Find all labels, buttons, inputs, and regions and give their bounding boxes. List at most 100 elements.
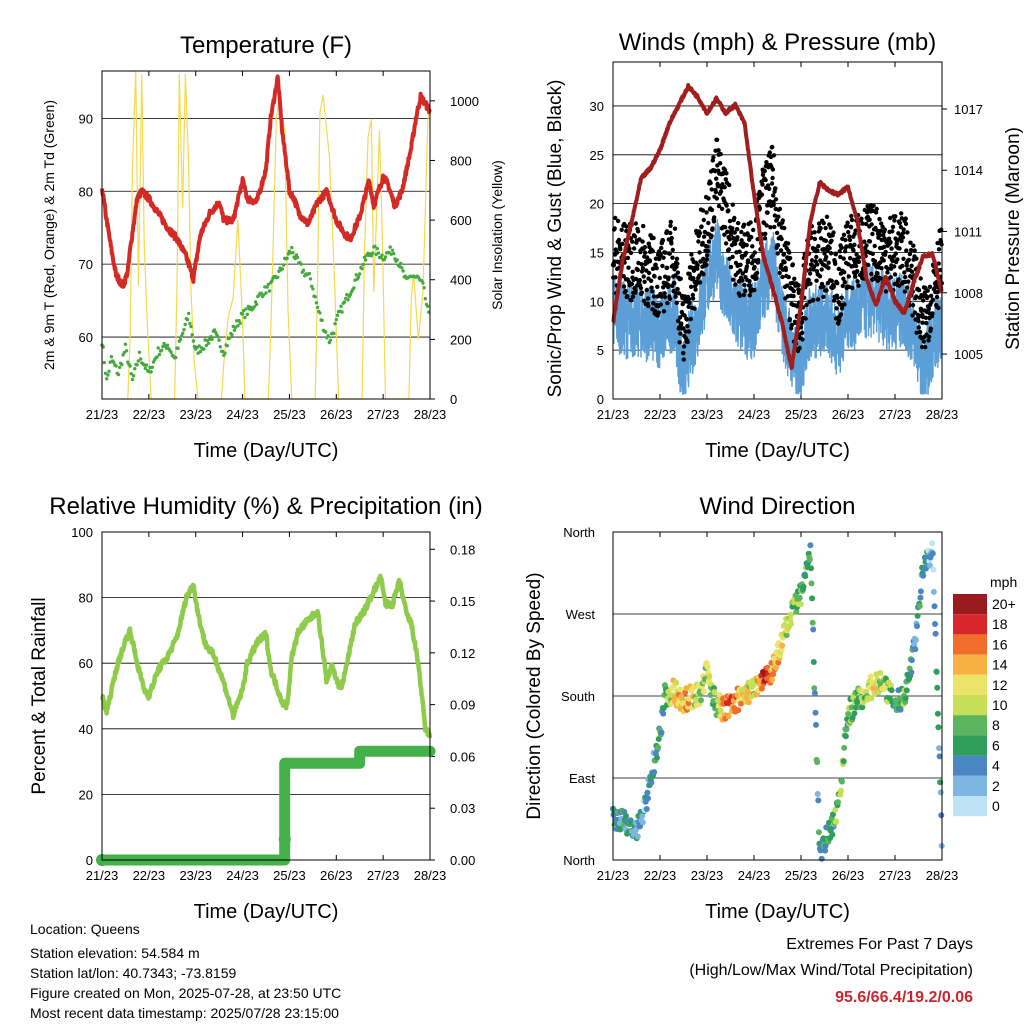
dewpoint-point bbox=[187, 311, 191, 316]
gust-point bbox=[882, 227, 887, 232]
gust-point bbox=[641, 223, 646, 229]
gust-point bbox=[839, 306, 845, 311]
direction-point bbox=[811, 690, 818, 697]
temperature-line bbox=[100, 74, 432, 289]
x-tick-label: 28/23 bbox=[414, 868, 447, 883]
dewpoint-point bbox=[185, 318, 190, 322]
gust-point bbox=[697, 273, 702, 278]
gust-point bbox=[901, 230, 906, 236]
gust-point bbox=[767, 150, 772, 155]
gust-point bbox=[783, 267, 789, 273]
gust-point bbox=[640, 265, 646, 271]
gust-point bbox=[723, 225, 728, 230]
gust-point bbox=[696, 239, 701, 244]
direction-point bbox=[934, 684, 941, 691]
gust-point bbox=[773, 197, 779, 202]
gust-point bbox=[848, 256, 853, 261]
gust-point bbox=[890, 229, 895, 234]
gust-point bbox=[644, 255, 650, 260]
gust-point bbox=[833, 252, 838, 257]
gust-point bbox=[645, 296, 651, 301]
gust-point bbox=[853, 228, 858, 233]
direction-point bbox=[912, 646, 919, 653]
gust-point bbox=[642, 250, 648, 255]
legend-swatch bbox=[953, 775, 987, 796]
dewpoint-point bbox=[129, 372, 133, 376]
y2-tick-label: 1000 bbox=[450, 94, 479, 109]
gust-point bbox=[734, 227, 740, 232]
direction-point bbox=[859, 704, 866, 711]
dewpoint-point bbox=[202, 347, 206, 351]
dewpoint-point bbox=[422, 286, 426, 290]
dewpoint-point bbox=[190, 333, 194, 337]
gust-point bbox=[685, 339, 690, 345]
dewpoint-point bbox=[399, 261, 403, 266]
gust-point bbox=[633, 288, 638, 293]
precipitation-line bbox=[96, 745, 436, 866]
gust-point bbox=[663, 274, 668, 279]
gust-point bbox=[900, 235, 906, 240]
gust-point bbox=[903, 216, 908, 221]
dewpoint-point bbox=[191, 339, 196, 343]
gust-point bbox=[614, 250, 620, 255]
gust-point bbox=[890, 258, 895, 264]
gust-point bbox=[681, 344, 687, 349]
gust-point bbox=[760, 182, 765, 187]
x-tick-label: 26/23 bbox=[832, 407, 865, 422]
legend-swatch bbox=[953, 634, 987, 655]
legend-label: 20+ bbox=[992, 596, 1016, 612]
gust-point bbox=[711, 219, 717, 224]
direction-point bbox=[654, 754, 660, 761]
dewpoint-point bbox=[320, 318, 324, 322]
gust-point bbox=[690, 292, 695, 298]
dewpoint-point bbox=[262, 293, 266, 297]
dewpoint-point bbox=[313, 295, 317, 299]
gust-point bbox=[770, 167, 776, 172]
gust-point bbox=[718, 189, 724, 194]
gust-point bbox=[899, 238, 904, 244]
gust-point bbox=[741, 222, 747, 227]
direction-point bbox=[735, 707, 742, 714]
direction-point bbox=[802, 573, 809, 580]
gust-point bbox=[782, 260, 787, 265]
direction-point bbox=[908, 669, 915, 676]
dewpoint-point bbox=[373, 244, 377, 248]
legend-swatch bbox=[953, 715, 987, 736]
direction-point bbox=[788, 620, 795, 627]
gust-point bbox=[664, 229, 670, 234]
gust-point bbox=[733, 282, 738, 287]
x-tick-label: 24/23 bbox=[738, 407, 771, 422]
gust-point bbox=[730, 254, 735, 260]
gust-point bbox=[699, 224, 704, 229]
gust-point bbox=[751, 227, 756, 233]
dewpoint-point bbox=[264, 291, 268, 295]
gust-point bbox=[740, 255, 745, 260]
gust-point bbox=[892, 264, 897, 269]
gust-point bbox=[633, 221, 638, 226]
y2-tick-label: 400 bbox=[450, 273, 472, 288]
gust-point bbox=[666, 275, 671, 280]
dewpoint-point bbox=[390, 248, 395, 252]
dewpoint-point bbox=[230, 333, 234, 337]
dewpoint-point bbox=[310, 284, 314, 288]
elevation-text: Station elevation: 54.584 m bbox=[30, 945, 200, 961]
latlon-text: Station lat/lon: 40.7343; -73.8159 bbox=[30, 965, 237, 981]
dewpoint-point bbox=[388, 245, 392, 249]
gust-point bbox=[616, 237, 622, 243]
gust-point bbox=[926, 306, 931, 311]
gust-point bbox=[675, 261, 680, 266]
y-tick-label: 10 bbox=[590, 294, 604, 309]
gust-point bbox=[704, 210, 709, 215]
dewpoint-point bbox=[109, 355, 114, 359]
y2-tick-label: 1017 bbox=[954, 102, 983, 117]
gust-point bbox=[631, 246, 637, 251]
gust-point bbox=[852, 242, 857, 247]
gust-point bbox=[923, 345, 928, 350]
dewpoint-point bbox=[291, 251, 295, 255]
dewpoint-point bbox=[155, 355, 159, 359]
gust-point bbox=[630, 294, 636, 299]
y-axis-title-4: Direction (Colored By Speed) bbox=[524, 572, 545, 819]
x-tick-label: 22/23 bbox=[644, 407, 677, 422]
direction-point bbox=[673, 679, 680, 686]
direction-point bbox=[679, 700, 686, 707]
